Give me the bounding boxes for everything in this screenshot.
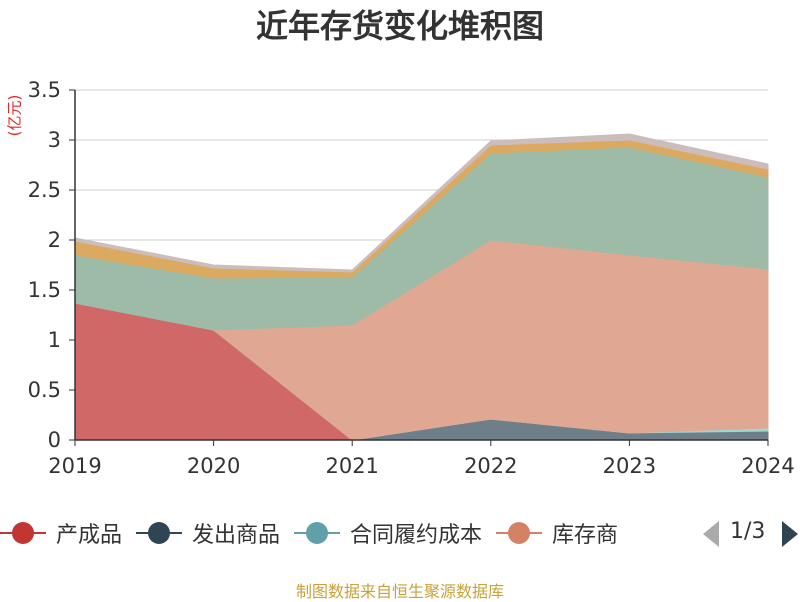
stacked-area-chart: 0 0.5 1 1.5 2 2.5 3 3.5 2019 2020 2021 2022 2023 202… (28, 78, 795, 478)
x-tick-label: 2019 (48, 454, 101, 478)
legend-swatch-icon (496, 513, 543, 553)
legend-label: 发出商品 (192, 523, 281, 548)
x-tick-label: 2022 (464, 454, 517, 478)
legend-item[interactable]: 合同履约成本 (294, 513, 482, 553)
legend: 产成品 发出商品 合同履约成本 库存商 1/3 (0, 513, 800, 553)
x-axis-ticks: 2019 2020 2021 2022 2023 2024 (48, 440, 795, 478)
y-tick-label: 2 (48, 228, 61, 252)
area-series (74, 133, 769, 441)
x-tick-label: 2024 (741, 454, 794, 478)
legend-prev-page-icon[interactable] (703, 521, 719, 547)
y-tick-label: 3.5 (28, 78, 61, 102)
x-tick-label: 2020 (187, 454, 240, 478)
y-tick-label: 0.5 (28, 378, 61, 402)
x-tick-label: 2021 (325, 454, 378, 478)
x-tick-label: 2023 (603, 454, 656, 478)
legend-viewport: 产成品 发出商品 合同履约成本 库存商 (0, 513, 684, 553)
legend-row: 产成品 发出商品 合同履约成本 库存商 (0, 513, 632, 553)
legend-label: 产成品 (56, 523, 123, 548)
legend-item[interactable]: 库存商 (496, 513, 618, 553)
legend-swatch-icon (0, 513, 46, 553)
legend-item[interactable]: 发出商品 (136, 513, 280, 553)
legend-swatch-icon (136, 513, 183, 553)
legend-swatch-icon (294, 513, 341, 553)
y-tick-label: 1 (48, 328, 61, 352)
legend-item[interactable]: 产成品 (0, 513, 122, 553)
data-source-note: 制图数据来自恒生聚源数据库 (295, 582, 504, 601)
y-tick-label: 0 (48, 428, 61, 452)
legend-page-indicator: 1/3 (730, 519, 766, 544)
y-tick-label: 3 (48, 128, 61, 152)
axes (74, 90, 768, 441)
y-axis-ticks: 0 0.5 1 1.5 2 2.5 3 3.5 (28, 78, 75, 452)
legend-next-page-icon[interactable] (782, 521, 798, 547)
y-tick-label: 2.5 (28, 178, 61, 202)
y-tick-label: 1.5 (28, 278, 61, 302)
chart-title: 近年存货变化堆积图 (255, 7, 544, 45)
legend-pager: 1/3 (700, 513, 800, 553)
legend-label: 库存商 (552, 523, 619, 548)
legend-label: 合同履约成本 (350, 523, 483, 548)
area-series-6 (74, 133, 769, 273)
